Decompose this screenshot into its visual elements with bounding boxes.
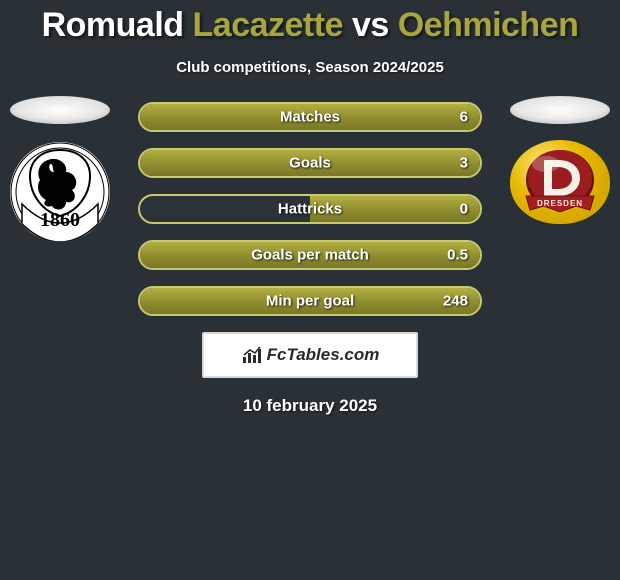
player2-name: Oehmichen — [398, 6, 579, 44]
brand-chart-icon — [241, 345, 263, 365]
stat-label: Goals per match — [251, 247, 369, 264]
stat-bar: Matches 6 — [138, 102, 482, 132]
logo-year-text: 1860 — [40, 209, 80, 231]
footer-date: 10 february 2025 — [0, 396, 620, 416]
stat-bar: Goals 3 — [138, 148, 482, 178]
brand-text: FcTables.com — [267, 345, 380, 365]
subtitle: Club competitions, Season 2024/2025 — [0, 59, 620, 76]
page-title: Romuald Lacazette vs Oehmichen — [0, 0, 620, 45]
player1-avatar-placeholder — [10, 96, 110, 124]
player1-firstname: Romuald — [42, 6, 184, 44]
brand-box[interactable]: FcTables.com — [202, 332, 418, 378]
vs-text: vs — [352, 6, 389, 44]
stat-bar: Hattricks 0 — [138, 194, 482, 224]
stat-bar: Min per goal 248 — [138, 286, 482, 316]
stat-label: Goals — [289, 155, 331, 172]
stat-value-right: 6 — [460, 109, 468, 126]
stat-label: Matches — [280, 109, 340, 126]
stat-value-right: 3 — [460, 155, 468, 172]
dynamo-dresden-logo: DRESDEN — [510, 140, 610, 224]
stat-value-right: 248 — [443, 293, 468, 310]
stats-container: Matches 6 Goals 3 Hattricks 0 Goals per match 0… — [138, 102, 482, 316]
stat-bar: Goals per match 0.5 — [138, 240, 482, 270]
stat-label: Hattricks — [278, 201, 342, 218]
logo-banner-text: DRESDEN — [537, 199, 583, 208]
player2-avatar-placeholder — [510, 96, 610, 124]
player1-lastname: Lacazette — [193, 6, 343, 44]
comparison-content: 1860 DRESDEN Matches 6 Goals 3 Hattricks 0 Goa… — [0, 102, 620, 416]
stat-label: Min per goal — [266, 293, 354, 310]
1860-munich-logo: 1860 — [10, 142, 110, 242]
player1-avatar-column: 1860 — [10, 96, 110, 242]
player2-avatar-column: DRESDEN — [510, 96, 610, 224]
stat-value-right: 0 — [460, 201, 468, 218]
stat-value-right: 0.5 — [447, 247, 468, 264]
